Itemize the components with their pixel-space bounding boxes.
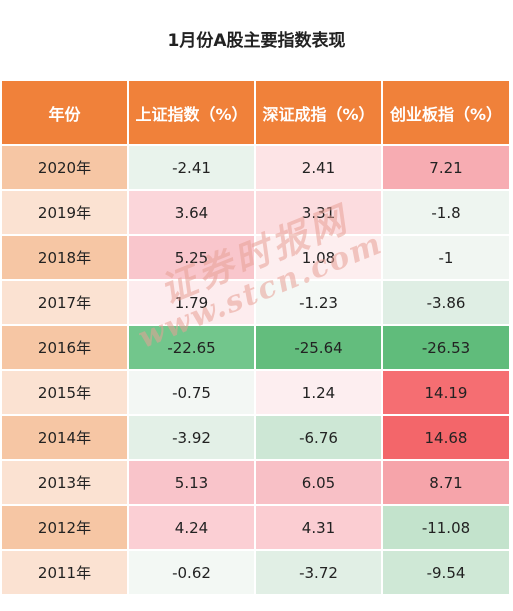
shenzhen-value-cell: -1.23 [256,281,381,324]
table-row: 2015年 -0.75 1.24 14.19 [2,371,509,414]
chinext-value-cell: -11.08 [383,506,509,549]
shenzhen-value-cell: 4.31 [256,506,381,549]
year-cell: 2019年 [2,191,127,234]
table-row: 2019年 3.64 3.31 -1.8 [2,191,509,234]
year-cell: 2014年 [2,416,127,459]
table-row: 2012年 4.24 4.31 -11.08 [2,506,509,549]
chinext-value-cell: -3.86 [383,281,509,324]
col-header-shenzhen: 深证成指（%） [256,81,381,144]
year-cell: 2020年 [2,146,127,189]
col-header-year: 年份 [2,81,127,144]
chinext-value-cell: 8.71 [383,461,509,504]
shanghai-value-cell: 1.79 [129,281,254,324]
shanghai-value-cell: 4.24 [129,506,254,549]
shanghai-value-cell: -0.75 [129,371,254,414]
table-row: 2018年 5.25 1.08 -1 [2,236,509,279]
chinext-value-cell: 7.21 [383,146,509,189]
table-row: 2020年 -2.41 2.41 7.21 [2,146,509,189]
index-performance-table: 年份 上证指数（%） 深证成指（%） 创业板指（%） 2020年 -2.41 2.4… [0,79,511,596]
shenzhen-value-cell: -25.64 [256,326,381,369]
shanghai-value-cell: -2.41 [129,146,254,189]
chinext-value-cell: -1 [383,236,509,279]
chinext-value-cell: -1.8 [383,191,509,234]
shanghai-value-cell: 5.13 [129,461,254,504]
shenzhen-value-cell: 3.31 [256,191,381,234]
year-cell: 2018年 [2,236,127,279]
table-row: 2011年 -0.62 -3.72 -9.54 [2,551,509,594]
year-cell: 2015年 [2,371,127,414]
shanghai-value-cell: -22.65 [129,326,254,369]
table-row: 2016年 -22.65 -25.64 -26.53 [2,326,509,369]
year-cell: 2013年 [2,461,127,504]
shenzhen-value-cell: 2.41 [256,146,381,189]
year-cell: 2012年 [2,506,127,549]
shanghai-value-cell: -3.92 [129,416,254,459]
col-header-chinext: 创业板指（%） [383,81,509,144]
shenzhen-value-cell: -3.72 [256,551,381,594]
shenzhen-value-cell: 6.05 [256,461,381,504]
chinext-value-cell: -9.54 [383,551,509,594]
col-header-shanghai: 上证指数（%） [129,81,254,144]
year-cell: 2016年 [2,326,127,369]
year-cell: 2017年 [2,281,127,324]
shanghai-value-cell: 3.64 [129,191,254,234]
shanghai-value-cell: 5.25 [129,236,254,279]
chinext-value-cell: 14.19 [383,371,509,414]
shenzhen-value-cell: 1.24 [256,371,381,414]
shanghai-value-cell: -0.62 [129,551,254,594]
table-row: 2014年 -3.92 -6.76 14.68 [2,416,509,459]
table-title: 1月份A股主要指数表现 [167,31,346,51]
shenzhen-value-cell: 1.08 [256,236,381,279]
shenzhen-value-cell: -6.76 [256,416,381,459]
year-cell: 2011年 [2,551,127,594]
chinext-value-cell: 14.68 [383,416,509,459]
header-row: 年份 上证指数（%） 深证成指（%） 创业板指（%） [2,81,509,144]
table-row: 2013年 5.13 6.05 8.71 [2,461,509,504]
table-row: 2017年 1.79 -1.23 -3.86 [2,281,509,324]
chinext-value-cell: -26.53 [383,326,509,369]
